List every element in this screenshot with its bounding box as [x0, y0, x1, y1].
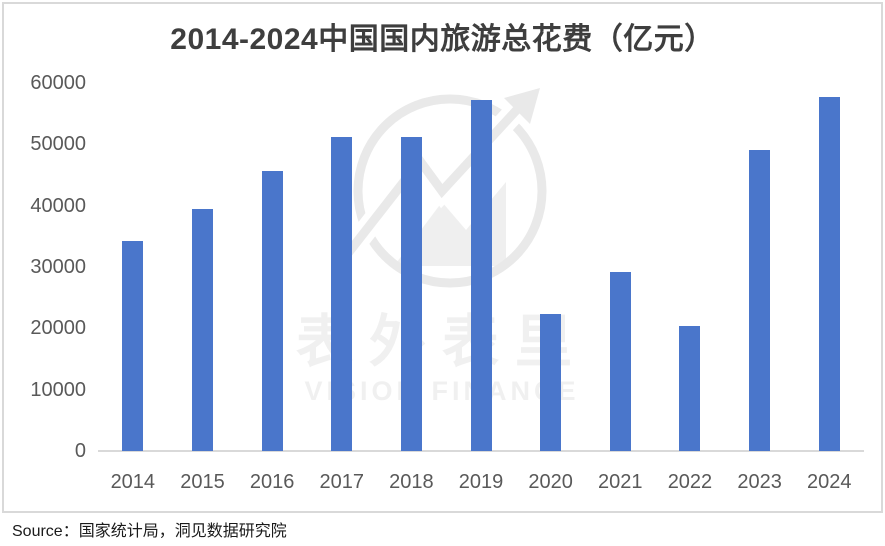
watermark-circle-shape: [353, 94, 547, 288]
x-tick-label-2022: 2022: [667, 471, 713, 493]
bar-cell-2018: [377, 83, 447, 451]
x-tick-label-2020: 2020: [528, 471, 573, 493]
y-tick-label-50000: 50000: [30, 133, 86, 155]
bar-2015: [191, 209, 213, 451]
y-tick-label-0: 0: [74, 440, 86, 462]
y-tick-label-60000: 60000: [30, 72, 86, 94]
y-tick-label-10000: 10000: [30, 379, 86, 401]
plot-area: [98, 83, 864, 451]
bar-2023: [749, 150, 771, 451]
bar-2021: [609, 272, 631, 451]
bar-cell-2020: [516, 83, 586, 451]
bar-2014: [122, 241, 144, 451]
bar-2019: [470, 100, 492, 451]
x-axis: 2014 2015 2016 2017 2018 2019 2020 2021 2022 2023…: [98, 470, 864, 494]
bar-cell-2023: [725, 83, 795, 451]
x-tick-label-2015: 2015: [180, 471, 225, 493]
chart-frame: 表外表里 VISION FINANCE 2014-2024中国国内旅游总花费（亿…: [2, 2, 883, 513]
bar-cell-2024: [794, 83, 864, 451]
bar-2022: [679, 326, 701, 451]
source-note: Source：国家统计局，洞见数据研究院: [12, 523, 287, 540]
x-tick-label-2024: 2024: [806, 471, 852, 493]
x-tick-label-2017: 2017: [319, 471, 364, 493]
bar-cell-2014: [98, 83, 168, 451]
y-tick-label-20000: 20000: [30, 317, 86, 339]
bar-2017: [331, 137, 353, 451]
bar-cell-2019: [446, 83, 516, 451]
y-tick-label-40000: 40000: [30, 195, 86, 217]
bar-cell-2015: [168, 83, 238, 451]
bar-cell-2022: [655, 83, 725, 451]
watermark-arrowhead: [504, 88, 540, 124]
bar-cell-2016: [237, 83, 307, 451]
bar-2016: [261, 171, 283, 451]
y-tick-label-30000: 30000: [30, 256, 86, 278]
x-tick-label-2014: 2014: [110, 471, 156, 493]
chart-title: 2014-2024中国国内旅游总花费（亿元）: [170, 23, 715, 56]
bar-cell-2017: [307, 83, 377, 451]
bar-cell-2021: [585, 83, 655, 451]
x-axis-line: [98, 450, 864, 452]
bar-2020: [540, 314, 562, 451]
x-tick-label-2019: 2019: [458, 471, 504, 493]
x-tick-label-2021: 2021: [598, 471, 643, 493]
y-axis: 0 10000 20000 30000 40000 50000 60000: [10, 72, 86, 462]
bar-2024: [818, 97, 840, 451]
x-tick-label-2023: 2023: [737, 471, 782, 493]
bar-2018: [400, 137, 422, 451]
x-tick-label-2018: 2018: [389, 471, 434, 493]
x-tick-label-2016: 2016: [249, 471, 295, 493]
